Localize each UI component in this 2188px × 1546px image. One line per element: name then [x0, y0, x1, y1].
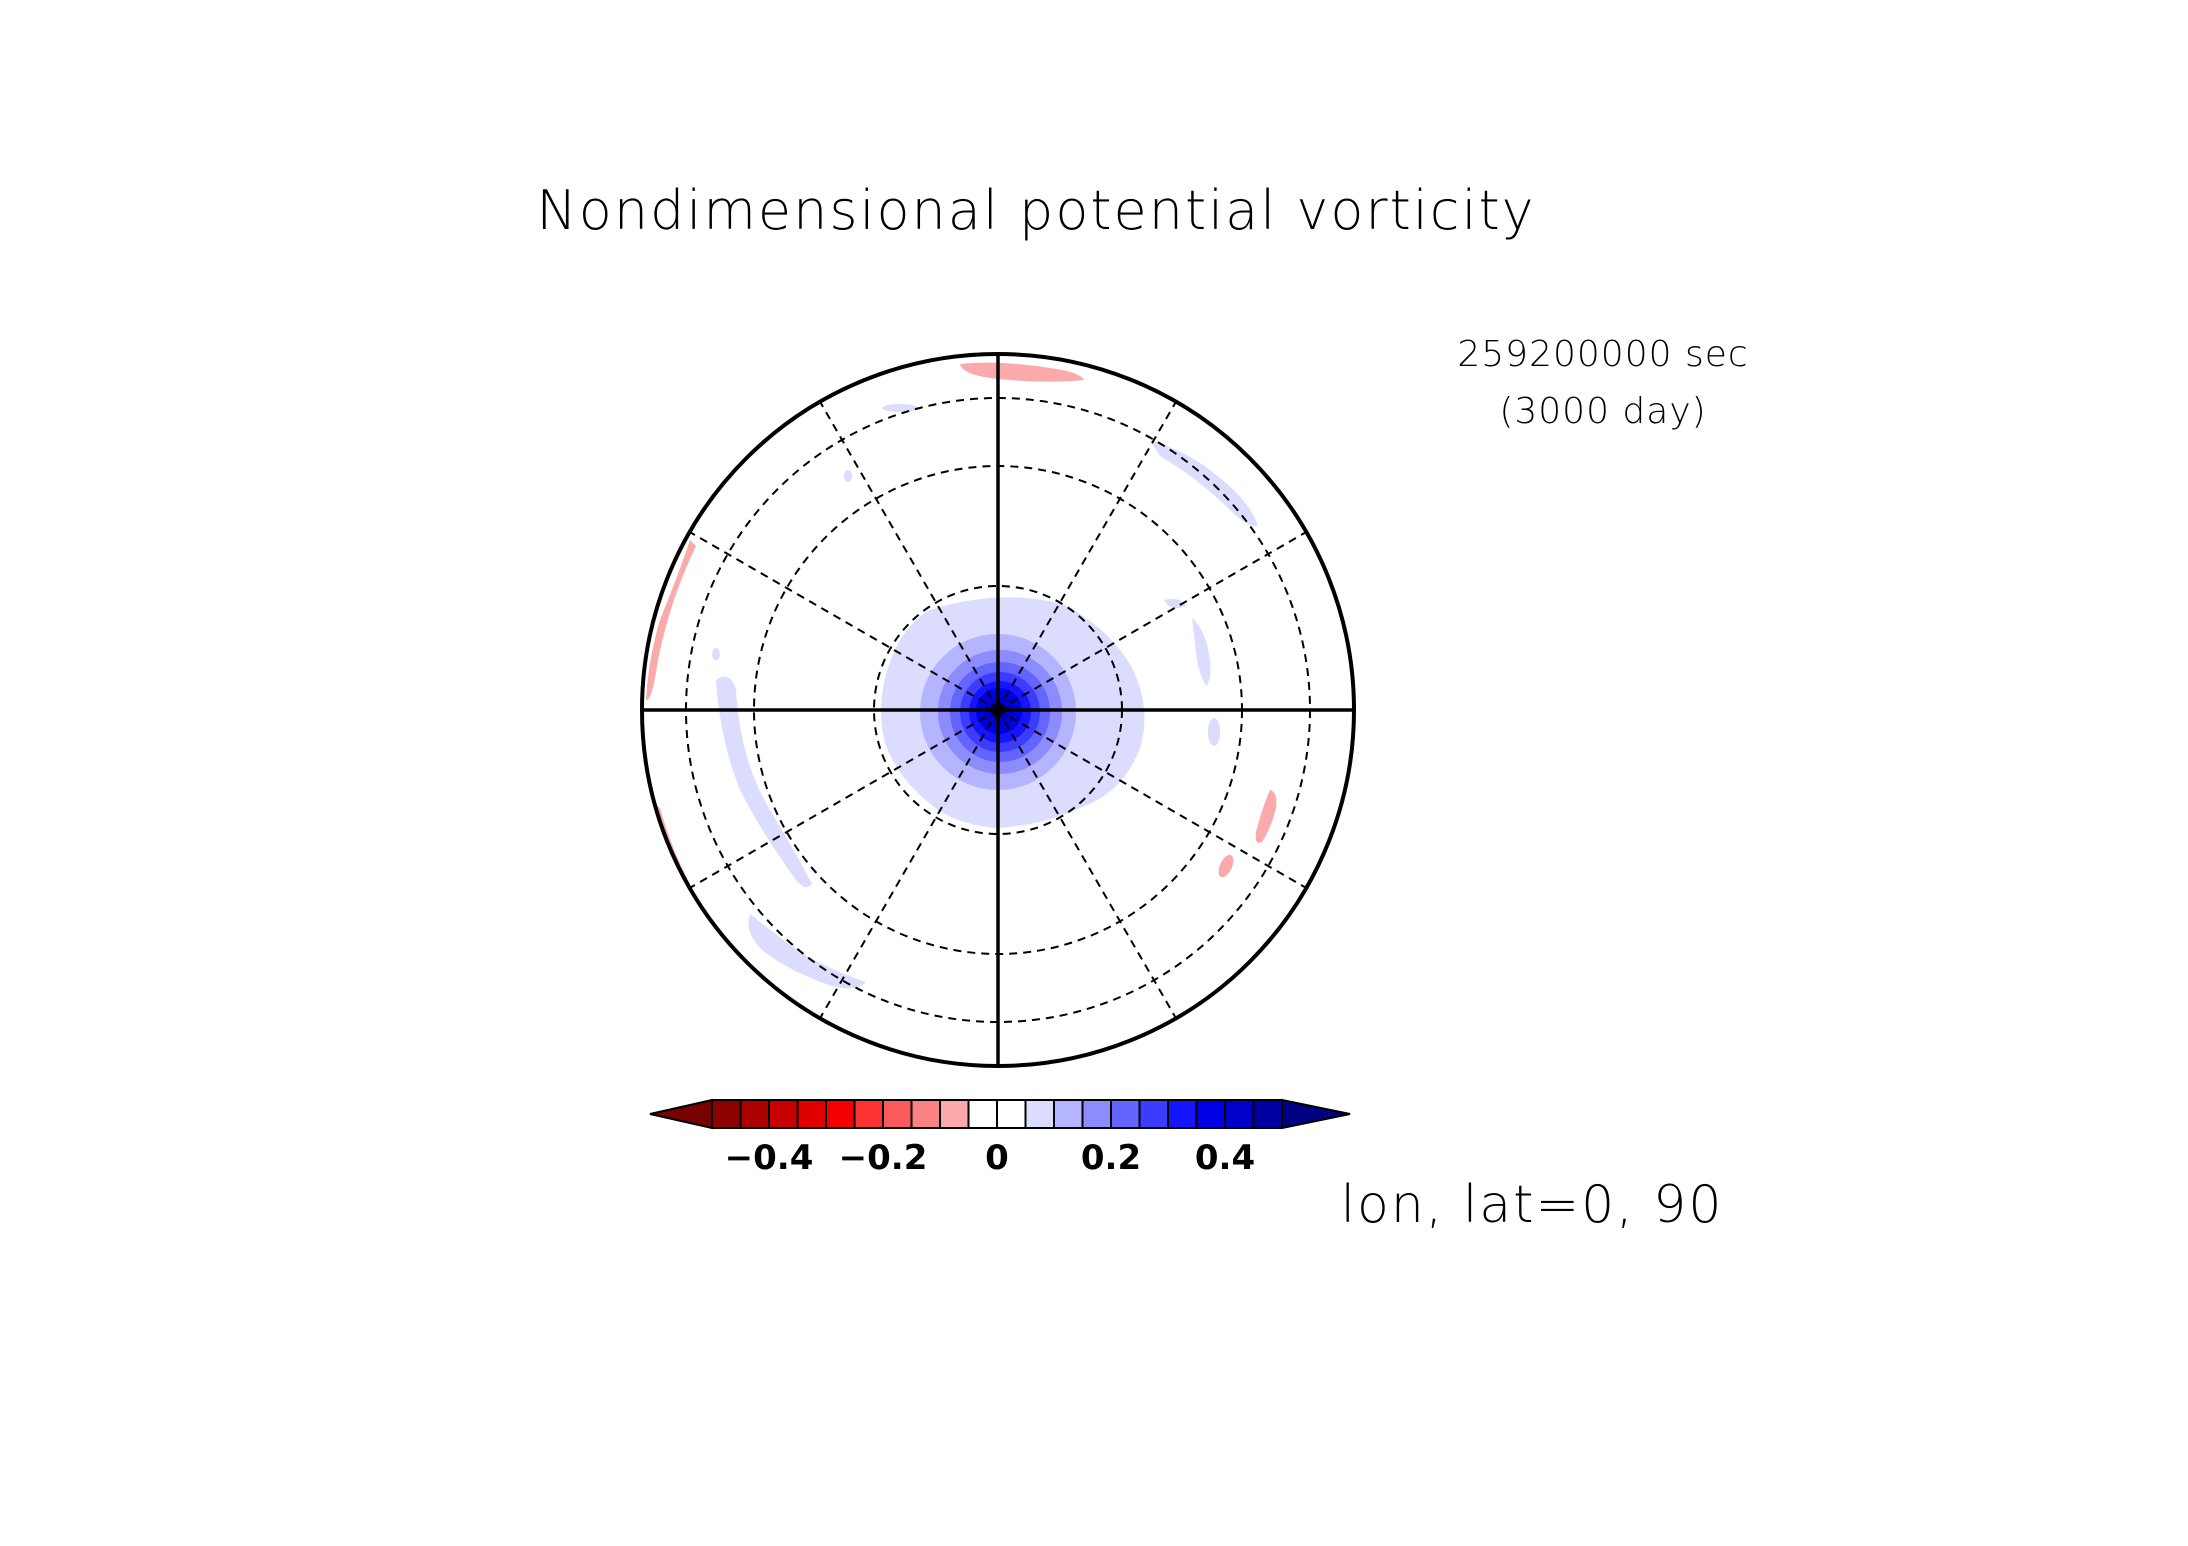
colorbar-tick-label: 0.2 [1081, 1138, 1141, 1178]
colorbar-cell [1081, 1099, 1112, 1129]
contour-region [712, 648, 720, 660]
contour-region [646, 540, 696, 701]
contour-region [960, 362, 1084, 382]
meridian-line [819, 709, 999, 1019]
projection-label: lon, lat=0, 90 [1341, 1175, 1724, 1235]
colorbar-cell [1167, 1099, 1198, 1129]
colorbar-cell [967, 1099, 998, 1129]
colorbar-cell [996, 1099, 1027, 1129]
colorbar-tick-label: 0 [985, 1138, 1009, 1178]
colorbar-extend-high [1281, 1098, 1351, 1130]
meridian-line [689, 531, 999, 711]
meridian-line [997, 401, 1177, 711]
colorbar-cell [1224, 1099, 1255, 1129]
day-label: (3000 day) [1499, 391, 1706, 432]
contour-region [1150, 440, 1258, 527]
colorbar-cell [1138, 1099, 1169, 1129]
colorbar-cell [1024, 1099, 1055, 1129]
colorbar-cell [939, 1099, 970, 1129]
meridian-line [689, 709, 999, 889]
colorbar-cell [882, 1099, 913, 1129]
meridian-line [997, 531, 1307, 711]
polar-map [640, 352, 1356, 1068]
contour-region [882, 404, 918, 412]
contour-region [1218, 854, 1234, 878]
colorbar-cell [1110, 1099, 1141, 1129]
chart-title: Nondimensional potential vorticity [536, 179, 1535, 242]
time-label: 259200000 sec [1457, 334, 1748, 375]
colorbar-tick-label: 0.4 [1195, 1138, 1255, 1178]
colorbar-tick-label: −0.4 [725, 1138, 814, 1178]
map-boundary [640, 352, 1356, 1068]
colorbar-cell [1252, 1099, 1283, 1129]
colorbar-tick-label: −0.2 [839, 1138, 928, 1178]
contour-region [716, 676, 812, 888]
colorbar-cell [825, 1099, 856, 1129]
meridian-line [997, 709, 1177, 1019]
contour-region [748, 914, 866, 989]
contour-region [1255, 790, 1277, 843]
colorbar [649, 1098, 1351, 1130]
contour-region [844, 470, 852, 482]
contour-region [1192, 618, 1211, 686]
colorbar-extend-low [649, 1098, 713, 1130]
colorbar-cell [768, 1099, 799, 1129]
colorbar-cell [1195, 1099, 1226, 1129]
contour-fills [646, 362, 1277, 989]
contour-region [1208, 718, 1220, 746]
meridian-line [819, 401, 999, 711]
colorbar-tick-labels: −0.4 −0.2 0 0.2 0.4 [725, 1138, 1255, 1178]
meridian-line [997, 709, 1307, 889]
colorbar-cell [796, 1099, 827, 1129]
meridian-lines [642, 354, 1354, 1066]
colorbar-cell [739, 1099, 770, 1129]
colorbar-cell [910, 1099, 941, 1129]
colorbar-cell [1053, 1099, 1084, 1129]
colorbar-cell [711, 1099, 742, 1129]
colorbar-cell [853, 1099, 884, 1129]
